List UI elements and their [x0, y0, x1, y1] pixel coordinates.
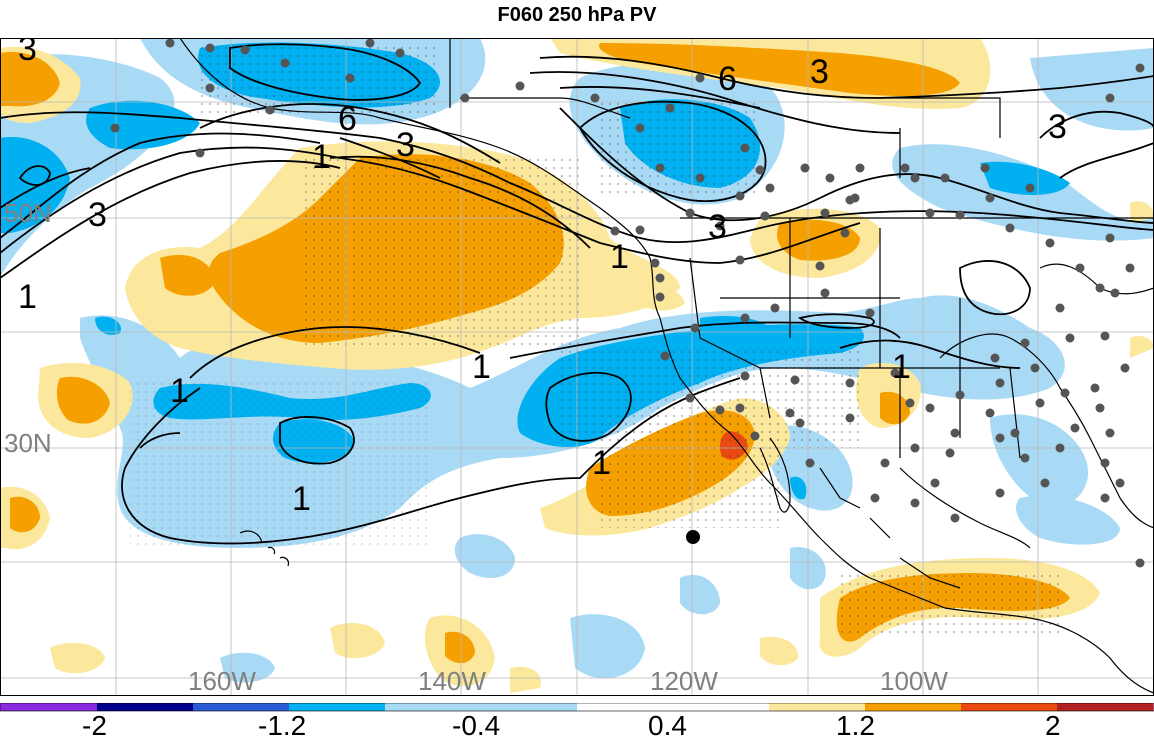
contour-label: 1: [170, 372, 189, 410]
colorbar-swatches: [0, 703, 1154, 711]
lon-label: 140W: [418, 666, 486, 696]
contour-label: 6: [338, 100, 357, 138]
colorbar-label: -2: [82, 710, 107, 739]
colorbar-swatch: [385, 703, 577, 711]
contour-label: 1: [472, 348, 491, 386]
contour-label: 1: [592, 444, 611, 482]
colorbar-swatch: [961, 703, 1057, 711]
colorbar-labels: -2 -1.2 -0.4 0.4 1.2 2: [82, 710, 1061, 739]
colorbar-label: -0.4: [452, 710, 500, 739]
contour-label: 3: [810, 53, 829, 91]
colorbar-swatch: [865, 703, 961, 711]
colorbar: -2 -1.2 -0.4 0.4 1.2 2: [0, 703, 1154, 739]
lon-label: 100W: [880, 666, 948, 696]
colorbar-label: 0.4: [648, 710, 687, 739]
colorbar-swatch: [289, 703, 385, 711]
colorbar-swatch: [769, 703, 865, 711]
colorbar-swatch: [1057, 703, 1153, 711]
contour-label: 1: [312, 138, 331, 176]
lon-label: 120W: [650, 666, 718, 696]
contour-label: 1: [292, 480, 311, 518]
map-title: F060 250 hPa PV: [497, 4, 657, 26]
contour-label: 3: [88, 196, 107, 234]
colorbar-swatch: [193, 703, 289, 711]
contour-label: 3: [708, 208, 727, 246]
lat-labels: 50N 30N: [4, 198, 52, 458]
lat-label: 50N: [4, 198, 52, 228]
contour-label: 3: [396, 126, 415, 164]
colorbar-swatch: [577, 703, 769, 711]
lat-label: 30N: [4, 428, 52, 458]
colorbar-label: 1.2: [836, 710, 875, 739]
colorbar-label: 2: [1045, 710, 1061, 739]
contour-labels: 6 3 3 1 3 1 6 3 3 3 1 1 1 1 1 1: [18, 38, 1067, 518]
station-marker: [686, 530, 700, 544]
colorbar-swatch: [0, 703, 97, 711]
colorbar-label: -1.2: [258, 710, 306, 739]
contour-label: 1: [610, 238, 629, 276]
lon-label: 160W: [188, 666, 256, 696]
pv-map: 160W 140W 120W 100W 50N 30N 6 3 3 1 3 1 …: [0, 38, 1154, 696]
contour-label: 3: [18, 38, 37, 68]
contour-label: 6: [718, 60, 737, 98]
contour-label: 3: [1048, 108, 1067, 146]
contour-label: 1: [18, 278, 37, 316]
coastlines: [179, 38, 1154, 694]
stipple-overlay: [130, 43, 1060, 633]
lon-labels: 160W 140W 120W 100W: [188, 666, 948, 696]
contour-label: 1: [892, 348, 911, 386]
colorbar-swatch: [97, 703, 193, 711]
pv-contours: [0, 43, 1154, 545]
observation-dots: [110, 38, 1145, 568]
